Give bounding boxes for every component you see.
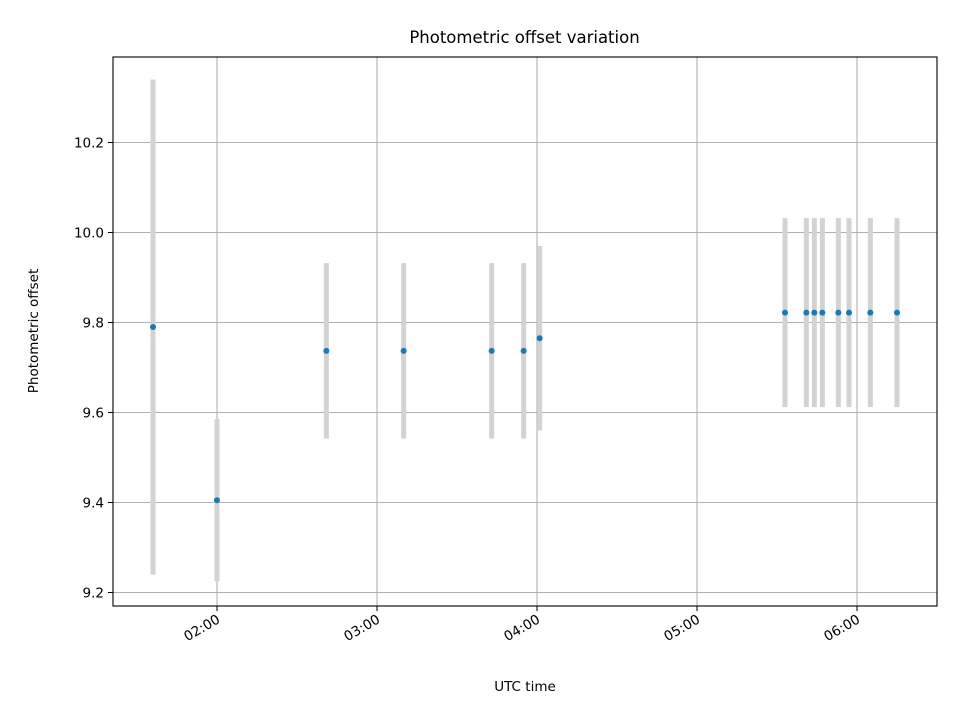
data-point [520,347,527,354]
y-tick-label: 9.6 [83,406,104,422]
y-axis-label: Photometric offset [26,269,42,393]
y-tick-label: 10.2 [74,136,104,152]
data-point [835,309,842,316]
data-point [782,309,788,316]
data-point [214,497,220,504]
data-point [819,309,826,316]
data-point [323,347,330,354]
data-point [811,309,818,316]
plot-frame [112,56,938,607]
chart-title: Photometric offset variation [409,28,639,47]
y-tick-label: 10.0 [74,226,104,242]
y-tick-label: 9.8 [83,316,104,332]
data-point [488,347,495,354]
data-points [150,309,900,504]
y-tick-label: 9.4 [83,496,104,512]
x-axis-label: UTC time [494,679,556,695]
data-point [894,309,900,316]
y-tick-label: 9.2 [83,586,104,602]
y-axis-ticks: 9.2 9.4 9.6 9.8 10.0 10.2 [74,136,113,602]
data-point [803,309,810,316]
data-point [846,309,852,316]
data-point [867,309,874,316]
data-point [150,324,156,330]
data-point [400,347,407,354]
data-point [536,335,543,342]
grid [113,57,937,606]
